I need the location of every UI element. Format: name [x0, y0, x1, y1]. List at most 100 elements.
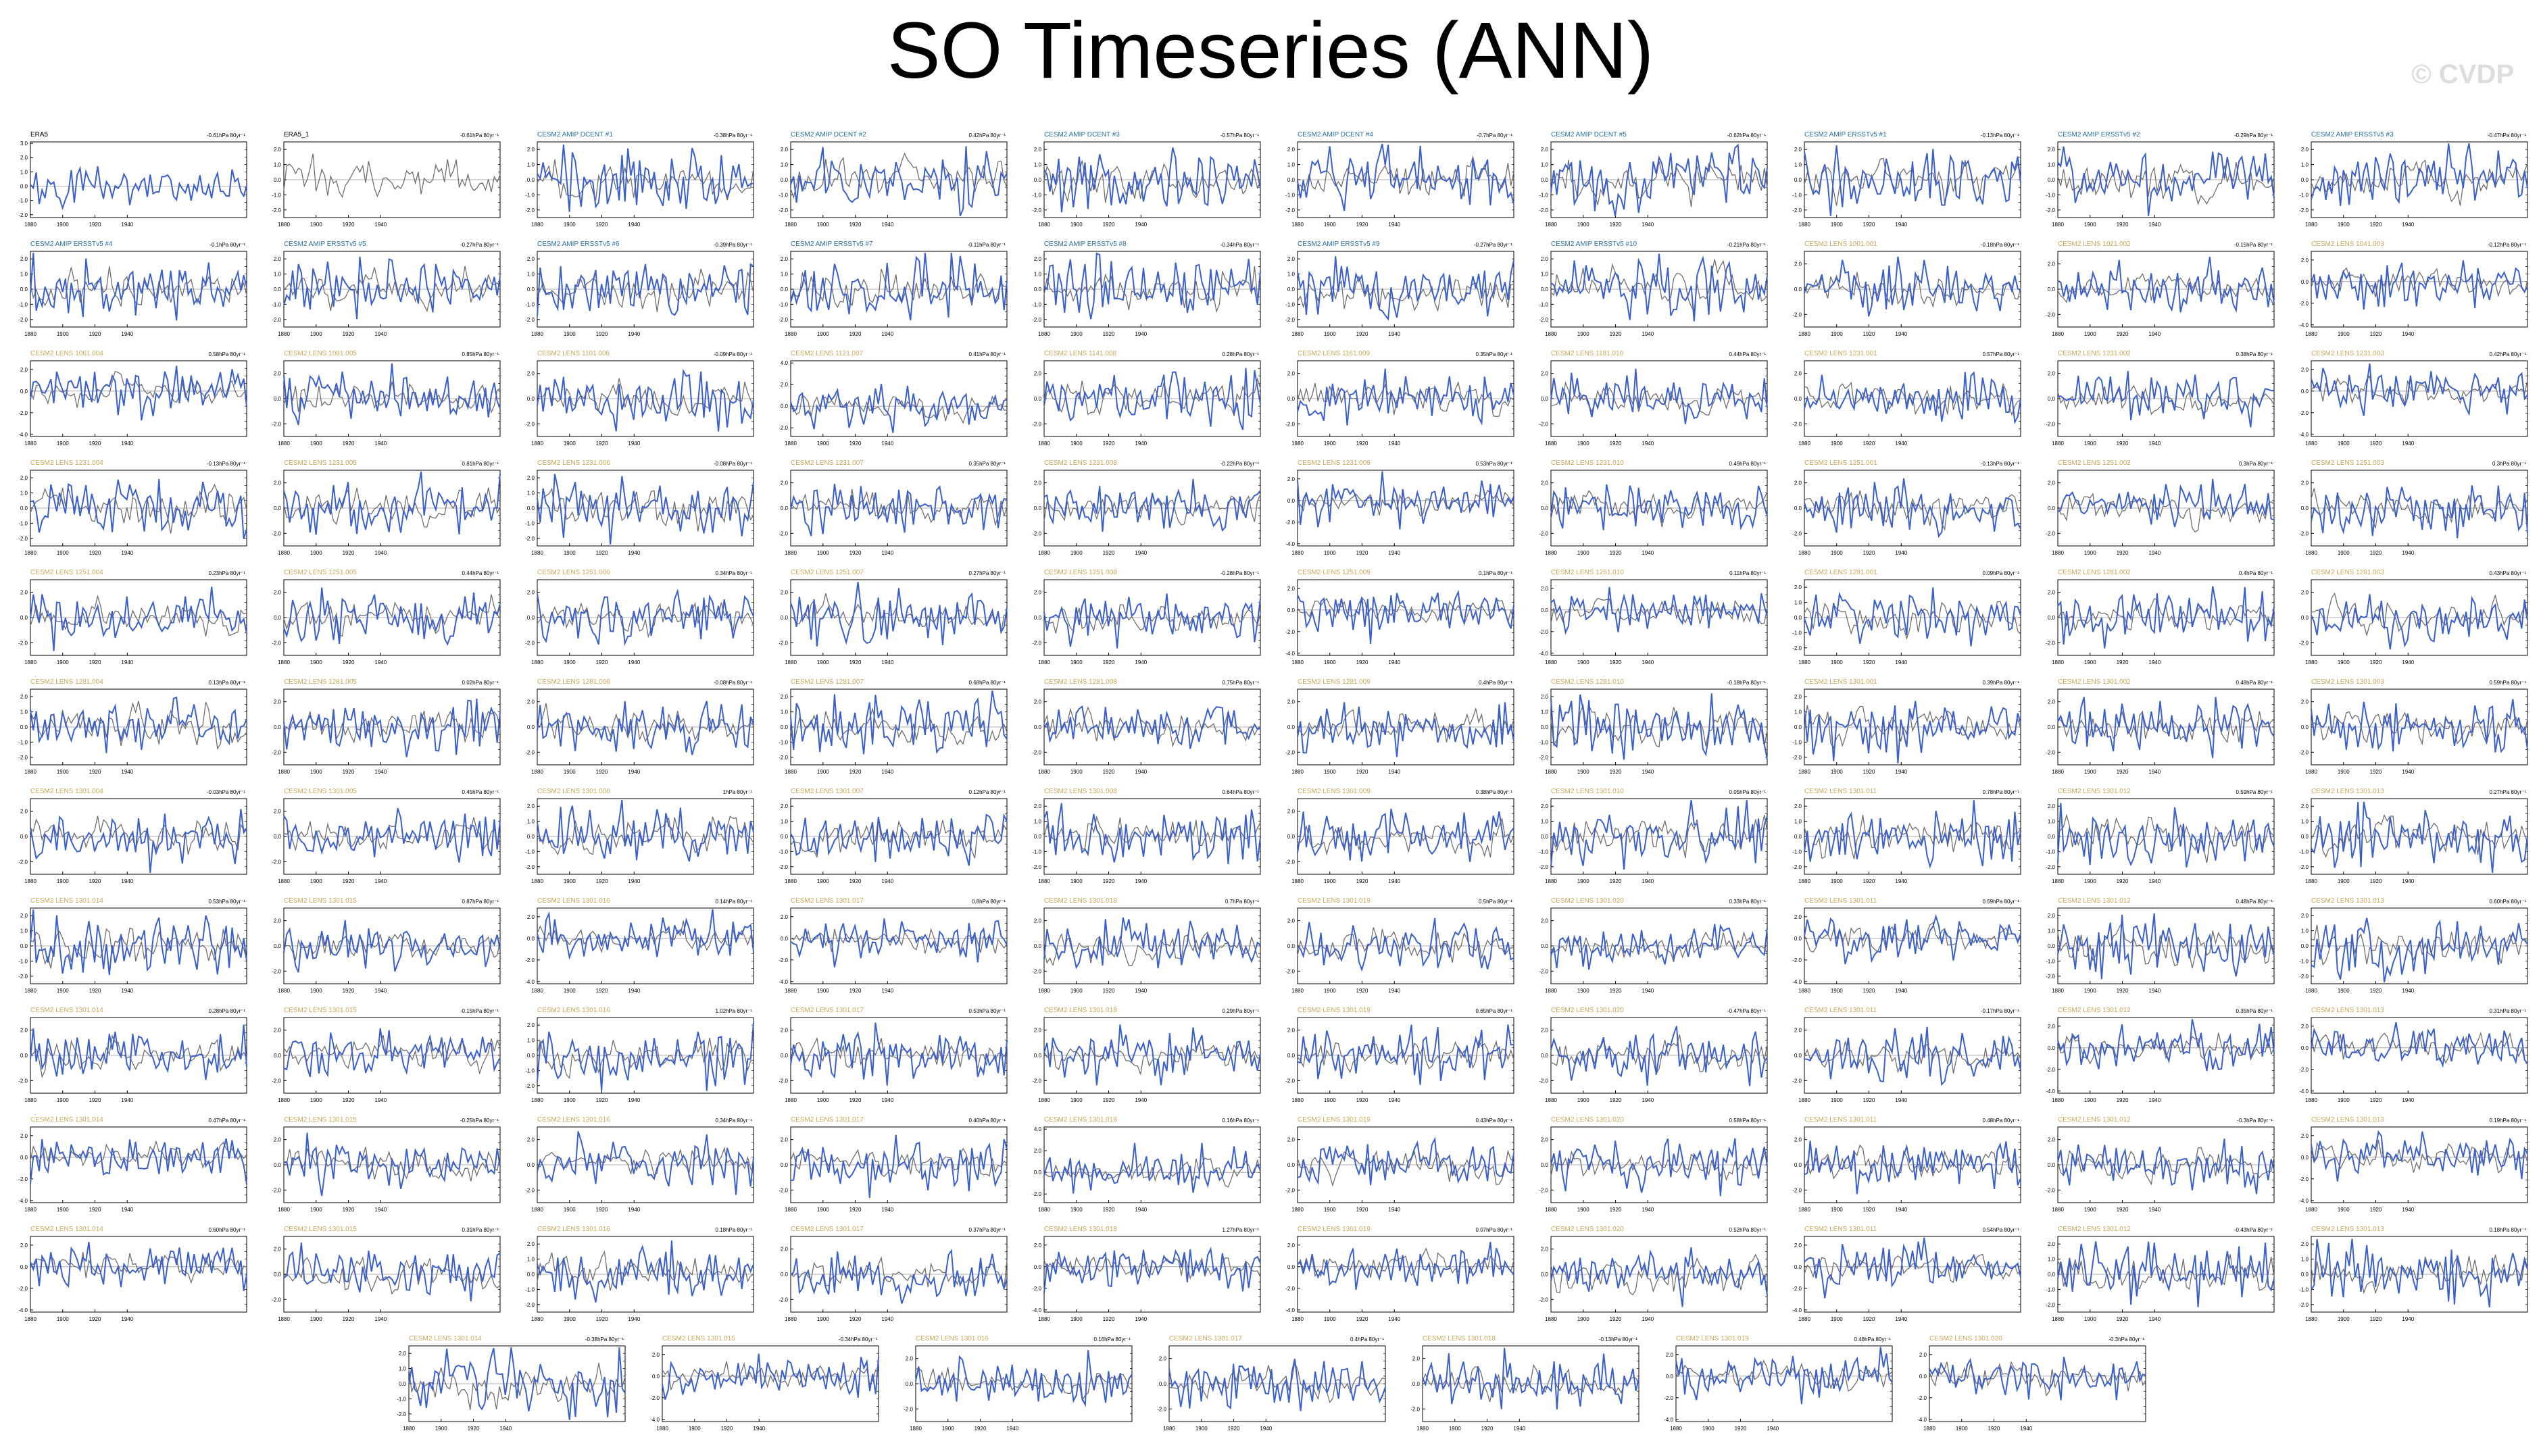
x-tick-label: 1940	[1006, 1426, 1018, 1432]
y-tick-label: 0.0	[527, 505, 535, 511]
x-tick-label: 1920	[1103, 222, 1115, 228]
series-line-model	[408, 1347, 626, 1420]
x-tick-label: 1920	[2370, 988, 2382, 994]
y-tick-label: 2.0	[1159, 1356, 1167, 1362]
panel-trend: 0.44hPa 80yr⁻¹	[1729, 351, 1766, 357]
x-tick-label: 1900	[310, 988, 322, 994]
y-tick-label: -2.0	[18, 859, 28, 865]
x-tick-label: 1940	[1388, 222, 1400, 228]
series-line-observed	[2057, 1032, 2275, 1065]
panel-label: CESM2 LENS 1001.001	[1804, 241, 1877, 248]
x-tick-label: 1920	[343, 550, 355, 556]
series-line-model	[1550, 693, 1768, 760]
y-tick-label: 1.0	[2301, 1257, 2309, 1263]
x-tick-label: 1940	[121, 878, 133, 884]
x-tick-label: 1900	[2084, 550, 2096, 556]
x-tick-label: 1880	[24, 988, 36, 994]
x-tick-label: 1920	[1356, 878, 1368, 884]
y-tick-label: -2.0	[1792, 1078, 1802, 1084]
panel-label: CESM2 LENS 1301.020	[1551, 1116, 1624, 1124]
timeseries-panel: CESM2 LENS 1251.010 0.11hPa 80yr⁻¹ 2.0 0.0-…	[1539, 568, 1768, 676]
y-tick-label: 2.0	[20, 694, 28, 700]
timeseries-panel: CESM2 LENS 1301.005 0.45hPa 80yr⁻¹ 2.0 0.0-…	[272, 786, 501, 895]
x-tick-label: 1880	[785, 988, 797, 994]
series-line-observed	[30, 701, 247, 750]
timeseries-panel: CESM2 LENS 1231.007 0.35hPa 80yr⁻¹ 2.0 0.0-…	[779, 458, 1008, 566]
y-tick-label: 2.0	[2048, 913, 2056, 919]
timeseries-panel: CESM2 LENS 1301.016 0.16hPa 80yr⁻¹ 2.0 0.0-…	[904, 1334, 1133, 1442]
x-tick-label: 1940	[121, 769, 133, 775]
y-tick-label: 1.0	[1541, 272, 1549, 278]
panel-trend: 0.33hPa 80yr⁻¹	[1729, 899, 1766, 905]
timeseries-panel: CESM2 LENS 1301.014 0.53hPa 80yr⁻¹ 2.0 1.0 0…	[18, 896, 247, 1004]
y-tick-label: 0.0	[2301, 724, 2309, 730]
x-tick-label: 1920	[89, 1316, 101, 1322]
panel-label: CESM2 AMIP ERSSTv5 #3	[2311, 131, 2394, 139]
timeseries-panel: CESM2 LENS 1251.007 0.27hPa 80yr⁻¹ 2.0 0.0-…	[779, 568, 1008, 676]
y-tick-label: 0.0	[2301, 279, 2309, 285]
x-tick-label: 1940	[1895, 1316, 1907, 1322]
x-tick-label: 1920	[343, 769, 355, 775]
x-tick-label: 1880	[1291, 769, 1304, 775]
x-tick-label: 1920	[596, 1316, 608, 1322]
y-tick-label: -1.0	[1032, 849, 1041, 855]
x-tick-label: 1940	[2402, 222, 2414, 228]
series-line-observed	[1804, 381, 2021, 416]
x-tick-label: 1880	[531, 878, 543, 884]
x-tick-label: 1920	[1610, 1316, 1622, 1322]
panel-label: CESM2 LENS 1301.018	[1044, 897, 1117, 905]
series-line-model	[1804, 587, 2021, 647]
y-tick-label: 0.0	[1034, 505, 1042, 511]
y-tick-label: 0.0	[1541, 1162, 1549, 1168]
x-tick-label: 1900	[2084, 331, 2096, 337]
timeseries-panel: CESM2 LENS 1281.007 0.68hPa 80yr⁻¹ 2.0 1.0 0…	[779, 677, 1008, 785]
series-line-model	[1804, 1140, 2021, 1195]
x-tick-label: 1920	[721, 1426, 733, 1432]
y-tick-label: 0.0	[1666, 1374, 1674, 1380]
y-tick-label: -4.0	[18, 1198, 28, 1204]
series-line-model	[2057, 1019, 2275, 1072]
panel-trend: 0.16hPa 80yr⁻¹	[1222, 1118, 1259, 1124]
y-tick-label: -1.0	[1792, 192, 1802, 198]
y-tick-label: 0.0	[1541, 834, 1549, 840]
timeseries-panel: CESM2 AMIP ERSSTv5 #3 -0.47hPa 80yr⁻¹ 2.0 1…	[2299, 130, 2528, 238]
x-tick-label: 1920	[89, 659, 101, 666]
y-tick-label: 1.0	[527, 272, 535, 278]
y-tick-label: 0.0	[781, 1053, 789, 1059]
series-line-model	[1043, 252, 1261, 320]
y-tick-label: -2.0	[1539, 629, 1548, 635]
x-tick-label: 1940	[1135, 878, 1147, 884]
y-tick-label: -2.0	[1285, 1286, 1295, 1292]
x-tick-label: 1940	[1642, 1316, 1654, 1322]
y-tick-label: 0.0	[1287, 396, 1296, 402]
panel-label: CESM2 LENS 1301.016	[537, 1226, 610, 1233]
y-tick-label: -4.0	[2299, 322, 2309, 328]
series-line-observed	[1297, 155, 1514, 197]
x-tick-label: 1880	[785, 222, 797, 228]
y-tick-label: -2.0	[1285, 968, 1295, 974]
y-tick-label: -1.0	[525, 1286, 535, 1292]
y-tick-label: -2.0	[272, 640, 281, 646]
panel-label: CESM2 LENS 1231.002	[2058, 350, 2131, 357]
y-tick-label: 0.0	[1794, 615, 1802, 621]
y-tick-label: -2.0	[1032, 1078, 1041, 1084]
y-tick-label: -2.0	[2299, 974, 2309, 980]
panel-trend: 0.59hPa 80yr⁻¹	[2489, 680, 2526, 686]
y-tick-label: -2.0	[1032, 421, 1041, 427]
series-line-model	[1297, 143, 1514, 211]
y-tick-label: 2.0	[20, 1242, 28, 1249]
y-tick-label: -2.0	[1539, 755, 1548, 761]
x-tick-label: 1880	[403, 1426, 415, 1432]
x-tick-label: 1920	[1610, 1207, 1622, 1213]
x-tick-label: 1940	[881, 222, 893, 228]
panel-label: CESM2 AMIP DCENT #2	[791, 131, 866, 139]
x-tick-label: 1880	[785, 1097, 797, 1103]
x-tick-label: 1900	[1831, 988, 1843, 994]
x-tick-label: 1920	[2370, 441, 2382, 447]
x-tick-label: 1880	[278, 988, 290, 994]
